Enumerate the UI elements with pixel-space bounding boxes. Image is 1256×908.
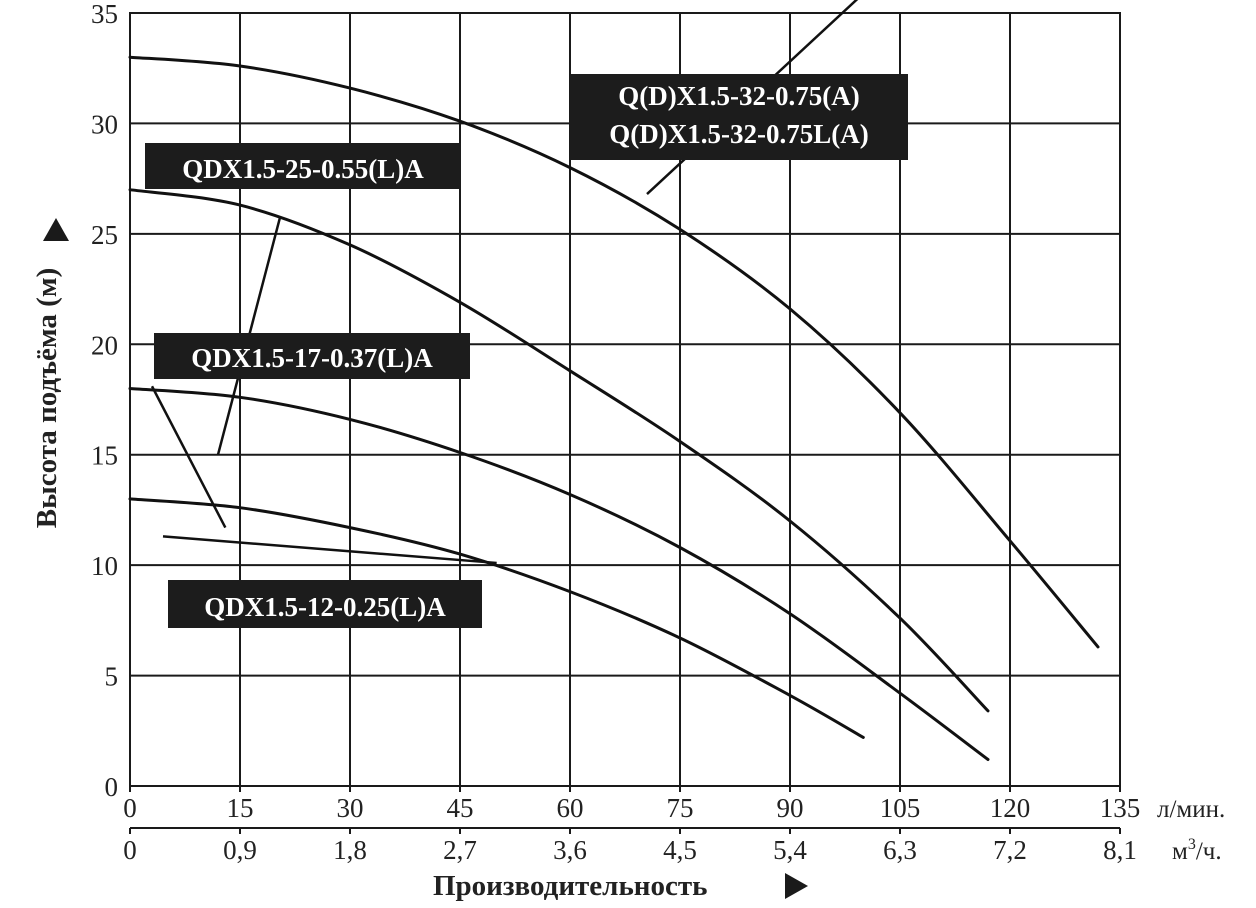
y-axis-arrow-icon	[43, 218, 69, 241]
x-tick-label: 105	[880, 793, 921, 823]
series-curves	[128, 55, 1100, 761]
grid	[129, 12, 1121, 787]
series-line-1	[128, 497, 865, 739]
y-tick-labels: 0 5 10 15 20 25 30 35	[91, 0, 118, 802]
x2-tick-label: 1,8	[333, 835, 367, 865]
x2-tick-label: 3,6	[553, 835, 587, 865]
label-leader-line	[162, 535, 497, 565]
x2-tick-label: 2,7	[443, 835, 477, 865]
y-tick-label: 20	[91, 330, 118, 360]
y-tick-label: 35	[91, 0, 118, 29]
x-tick-label: 15	[227, 793, 254, 823]
x-tick-label: 75	[667, 793, 694, 823]
y-axis-title: Высота подъёма (м)	[31, 268, 63, 529]
x2-tick-label: 0,9	[223, 835, 257, 865]
x-axis-arrow-icon	[785, 873, 808, 899]
x-axis-title: Производительность	[433, 870, 707, 902]
x-tick-label: 0	[123, 793, 137, 823]
y-tick-label: 0	[105, 772, 119, 802]
x2-tick-label: 5,4	[773, 835, 807, 865]
x2-tick-label: 6,3	[883, 835, 917, 865]
x2-tick-label: 8,1	[1103, 835, 1137, 865]
x-axes: 0 15 30 45 60 75 90 105 120 135 0 0,9 1,8 2,7 3,6 4,5 5,…	[123, 786, 1225, 865]
series-line-4	[128, 55, 1100, 649]
x2-tick-label: 4,5	[663, 835, 697, 865]
label-leader-line	[150, 385, 227, 529]
series-line-2	[128, 387, 990, 761]
y-tick-label: 15	[91, 441, 118, 471]
series-label-text-line2: Q(D)X1.5-32-0.75L(A)	[609, 119, 868, 149]
x2-tick-label: 0	[123, 835, 137, 865]
y-tick-label: 30	[91, 109, 118, 139]
x2-unit-label: м3/ч.	[1172, 836, 1222, 865]
x-tick-label: 60	[557, 793, 584, 823]
x-tick-label: 90	[777, 793, 804, 823]
x-tick-label: 135	[1100, 793, 1141, 823]
series-label-box	[570, 74, 908, 160]
series-label-text: QDX1.5-25-0.55(L)A	[182, 154, 424, 184]
x2-tick-label: 7,2	[993, 835, 1027, 865]
series-label-box	[145, 143, 461, 189]
y-tick-label: 25	[91, 220, 118, 250]
series-label-text: QDX1.5-12-0.25(L)A	[204, 592, 446, 622]
series-labels: QDX1.5-12-0.25(L)A QDX1.5-17-0.37(L)A QDX1…	[145, 74, 908, 628]
x-unit-label: л/мин.	[1157, 796, 1225, 823]
series-label-box	[154, 333, 470, 379]
series-label-text: QDX1.5-17-0.37(L)A	[191, 343, 433, 373]
x-tick-label: 120	[990, 793, 1031, 823]
y-tick-label: 10	[91, 551, 118, 581]
y-tick-label: 5	[105, 662, 119, 692]
series-label-text: Q(D)X1.5-32-0.75(A)	[618, 81, 859, 111]
x-tick-label: 45	[447, 793, 474, 823]
series-label-box	[168, 580, 482, 628]
x-tick-label: 30	[337, 793, 364, 823]
series-line-3	[128, 188, 990, 713]
